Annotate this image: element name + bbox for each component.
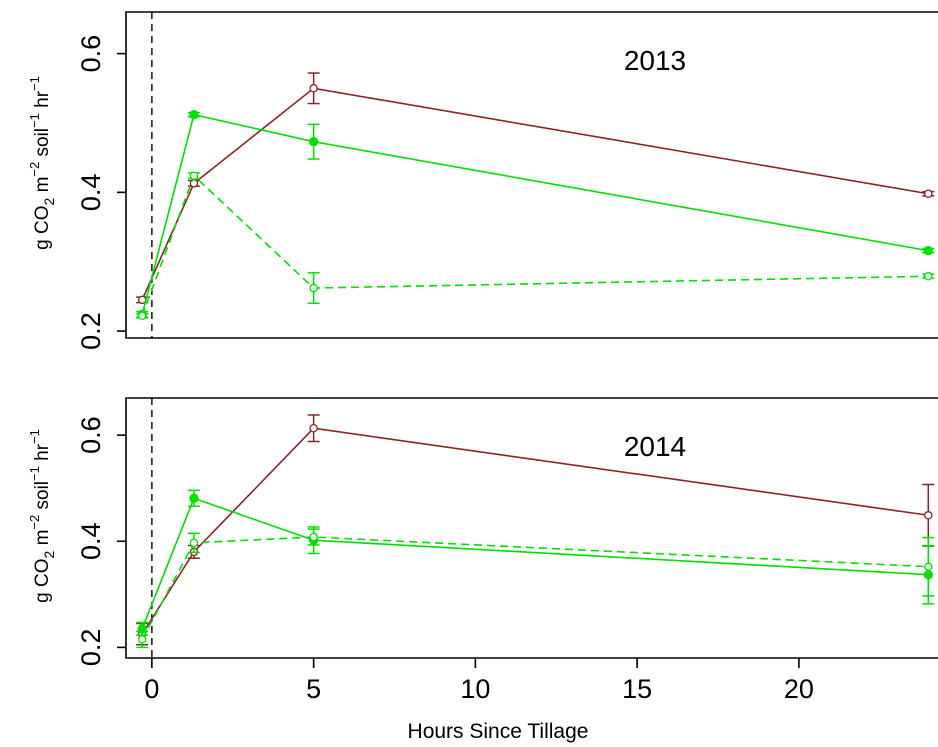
y-axis-label-part: 2 — [41, 198, 57, 206]
data-point — [309, 84, 318, 93]
x-tick-label: 20 — [784, 674, 814, 704]
y-tick-label: 0.6 — [76, 416, 106, 454]
panel-year-label: 2014 — [624, 431, 686, 462]
data-point — [924, 189, 933, 198]
data-point — [924, 562, 933, 571]
series-line — [141, 113, 929, 315]
x-tick-label: 5 — [306, 674, 321, 704]
series-line — [141, 536, 929, 640]
plot-frame — [125, 11, 938, 339]
y-axis-label-part: −1 — [27, 113, 42, 128]
y-tick-label: 0.6 — [76, 35, 106, 73]
series-2 — [136, 489, 935, 636]
y-tick-label: 0.2 — [76, 629, 106, 667]
y-tick-label: 0.4 — [76, 174, 106, 212]
y-tick-label: 0.4 — [76, 522, 106, 560]
data-point — [308, 137, 319, 147]
y-axis-label-part: −2 — [27, 515, 42, 530]
x-tick-label: 15 — [622, 674, 652, 704]
data-point — [309, 283, 318, 293]
y-axis-label-part: −2 — [27, 162, 42, 177]
plot-frame — [125, 397, 938, 659]
data-point — [923, 245, 933, 256]
data-point — [189, 110, 199, 120]
data-point — [309, 532, 318, 542]
panel-year-label: 2013 — [624, 45, 686, 76]
data-point — [189, 538, 199, 548]
series-1 — [136, 72, 935, 305]
x-tick-label: 0 — [144, 674, 159, 704]
data-point — [924, 511, 933, 520]
y-axis-label-part: soil — [32, 128, 53, 162]
y-axis-label-part: g CO — [32, 559, 53, 603]
series-line — [141, 87, 929, 301]
series-line — [141, 174, 929, 317]
y-axis-label-part: hr — [32, 90, 53, 113]
y-axis-label-part: 2 — [41, 551, 57, 559]
x-tick-label: 10 — [460, 674, 490, 704]
series-2 — [136, 110, 935, 320]
data-point — [924, 272, 933, 281]
series-3 — [136, 171, 935, 321]
y-axis-label-part: −1 — [27, 76, 42, 91]
y-axis-label-part: m — [32, 177, 53, 198]
y-axis-label: g CO2 m−2 soil−1 hr−1 — [27, 429, 57, 603]
y-axis-label: g CO2 m−2 soil−1 hr−1 — [27, 76, 57, 250]
data-point — [137, 635, 147, 644]
series-line — [141, 427, 929, 635]
data-point — [189, 171, 199, 180]
x-axis-label: Hours Since Tillage — [408, 720, 589, 743]
series-1 — [136, 414, 935, 646]
y-axis-label-part: −1 — [27, 466, 42, 481]
panel-2014: 0.20.40.6g CO2 m−2 soil−1 hr−1 2014 — [27, 397, 938, 667]
data-point — [309, 423, 318, 433]
y-axis-label-part: −1 — [27, 429, 42, 444]
series-line — [141, 497, 929, 630]
series-3 — [136, 528, 935, 649]
y-axis-label-part: m — [32, 530, 53, 551]
y-axis-label-part: soil — [32, 481, 53, 515]
y-tick-label: 0.2 — [76, 312, 106, 350]
y-axis-label-part: hr — [32, 443, 53, 466]
data-point — [189, 493, 199, 503]
y-axis-label-part: g CO — [32, 206, 53, 250]
data-point — [137, 311, 147, 321]
